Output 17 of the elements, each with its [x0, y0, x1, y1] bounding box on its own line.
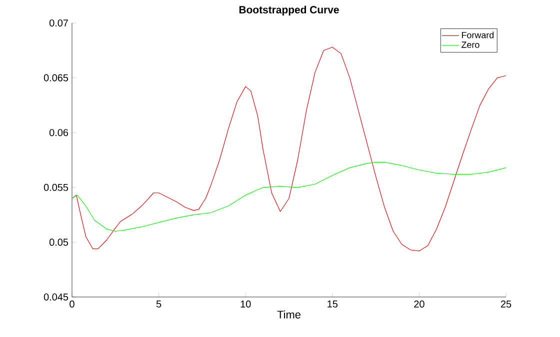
x-tick-label: 20 [414, 300, 424, 308]
x-tick-label: 0 [70, 300, 74, 308]
chart-title: Bootstrapped Curve [239, 6, 339, 16]
y-tick-label: 0.045 [44, 293, 68, 301]
line-series [72, 162, 506, 232]
x-axis-title: Time [277, 310, 300, 318]
y-tick-label: 0.05 [49, 238, 68, 246]
y-tick-label: 0.07 [49, 19, 68, 27]
x-tick-label: 10 [240, 300, 251, 308]
y-tick-label: 0.055 [44, 184, 68, 191]
x-tick-label: 25 [500, 300, 512, 308]
legend-label: Zero [462, 42, 480, 48]
legend-label: Forward [462, 32, 494, 38]
y-tick-label: 0.065 [44, 74, 68, 82]
x-tick-label: 5 [156, 300, 162, 308]
x-tick-label: 15 [328, 300, 338, 308]
y-tick-label: 0.06 [49, 129, 68, 136]
